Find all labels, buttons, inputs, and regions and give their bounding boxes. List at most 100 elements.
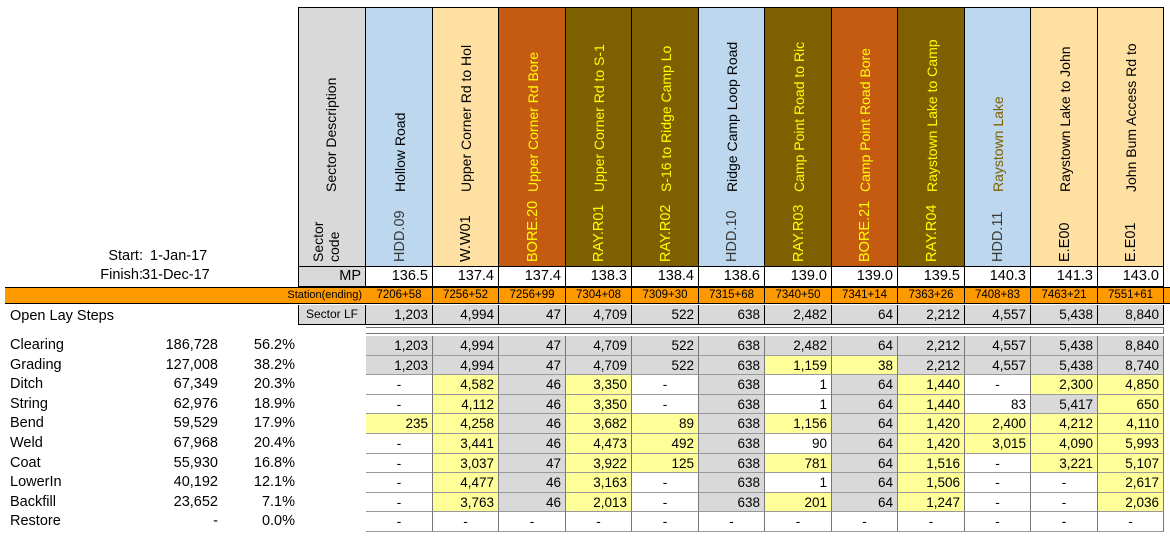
sector-description-cell: Camp Point Road to Ric [765,7,832,197]
station-cell: 7463+21 [1031,288,1098,303]
step-value-cell: 3,037 [433,454,499,473]
sector-description-cell: Upper Corner Rd Bore [499,7,566,197]
station-bar [5,287,1170,304]
step-value-cell: - [1031,493,1098,512]
station-cell: 7256+52 [433,288,499,303]
step-value-cell: 2,400 [965,414,1031,434]
step-name: Ditch [10,376,44,392]
sector-code-text: RAY.R02 [658,204,674,263]
step-value-cell: 4,709 [566,336,632,356]
step-value-cell: 1 [765,375,832,395]
step-value-cell: 1,506 [898,473,965,493]
step-percent: 7.1% [261,494,295,510]
start-date: 1-Jan-17 [150,248,208,264]
sector-description-cell: Camp Point Road Bore [832,7,898,197]
step-value-cell: 2,212 [898,336,965,356]
sector-description-text: Camp Point Road to Ric [791,41,807,192]
step-percent: 38.2% [253,357,295,373]
step-value-cell: 638 [699,336,765,356]
step-value-cell: - [965,493,1031,512]
step-value-cell: 1,420 [898,434,965,454]
step-name: Backfill [10,494,56,510]
step-name: Clearing [10,337,64,353]
step-value-cell: 64 [832,493,898,512]
sector-description-text: Upper Corner Rd to S-1 [591,44,607,192]
sector-code-text: HDD.10 [724,210,740,262]
sector-code-text: HDD.09 [392,210,408,262]
station-cell: 7304+08 [566,288,632,303]
sector-lf-cell: 8,840 [1098,305,1164,325]
sector-description-text: John Bum Access Rd to [1123,43,1139,192]
step-value-cell: 2,300 [1031,375,1098,395]
sector-code-cell: BORE.21 [832,196,898,267]
sector-code-cell: RAY.R03 [765,196,832,267]
step-value-cell: 638 [699,375,765,395]
step-value-cell: - [699,512,765,532]
step-value-cell: 90 [765,434,832,454]
step-value-cell: 5,438 [1031,336,1098,356]
mp-cell: 138.3 [566,267,632,287]
step-value-cell: 4,212 [1031,414,1098,434]
step-value-cell: 5,993 [1098,434,1164,454]
mp-cell: 137.4 [433,267,499,287]
mp-cell: 143.0 [1098,267,1164,287]
sector-code-header: Sector code [298,196,366,267]
sector-code-text: BORE.20 [525,200,541,262]
step-value-cell: 2,013 [566,493,632,512]
sector-lf-cell: 4,557 [965,305,1031,325]
step-value-cell: 1,440 [898,395,965,414]
step-value-cell: - [366,395,433,414]
mp-cell: 140.3 [965,267,1031,287]
mp-cell: 139.0 [765,267,832,287]
step-value-cell: 4,557 [965,356,1031,375]
step-value-cell: - [366,493,433,512]
mp-header: MP [298,267,366,287]
sector-code-cell: RAY.R04 [898,196,965,267]
step-value-cell: 46 [499,434,566,454]
step-value-cell: - [965,454,1031,473]
step-total: 67,968 [173,435,218,451]
step-name: Weld [10,435,43,451]
step-value-cell: 46 [499,414,566,434]
step-value-cell: - [1031,512,1098,532]
step-value-cell: 2,617 [1098,473,1164,493]
sector-code-text: BORE.21 [857,200,873,262]
step-value-cell: 638 [699,414,765,434]
sector-code-text: W.W01 [458,215,474,262]
station-cell: 7341+14 [832,288,898,303]
sector-description-text: S-16 to Ridge Camp Lo [658,45,674,192]
sector-code-text: RAY.R01 [591,204,607,263]
step-value-cell: 46 [499,493,566,512]
sector-code-cell: W.W01 [433,196,499,267]
sector-code-text: RAY.R04 [924,204,940,263]
step-value-cell: 2,036 [1098,493,1164,512]
sector-description-text: Upper Corner Rd Bore [525,51,541,192]
step-value-cell: 781 [765,454,832,473]
step-value-cell: 4,110 [1098,414,1164,434]
sector-lf-cell: 1,203 [366,305,433,325]
step-value-cell: 46 [499,375,566,395]
step-value-cell: 4,112 [433,395,499,414]
step-value-cell: 4,557 [965,336,1031,356]
step-value-cell: 4,994 [433,356,499,375]
sector-description-text: Raystown Lake [990,96,1006,192]
step-value-cell: - [366,434,433,454]
step-value-cell: 1,156 [765,414,832,434]
step-value-cell: - [366,473,433,493]
step-value-cell: - [366,454,433,473]
station-cell: 7256+99 [499,288,566,303]
sector-code-text: HDD.11 [990,211,1006,263]
step-name: LowerIn [10,474,62,490]
step-value-cell: 47 [499,336,566,356]
step-value-cell: 3,763 [433,493,499,512]
step-value-cell: 3,015 [965,434,1031,454]
sector-code-text: E.E01 [1123,222,1139,263]
sector-description-cell: Raystown Lake to Camp [898,7,965,197]
sector-code-text: RAY.R03 [791,204,807,263]
step-value-cell: - [366,375,433,395]
step-percent: 16.8% [253,455,295,471]
step-value-cell: 2,212 [898,356,965,375]
step-value-cell: - [765,512,832,532]
step-value-cell: 3,221 [1031,454,1098,473]
step-value-cell: 46 [499,395,566,414]
